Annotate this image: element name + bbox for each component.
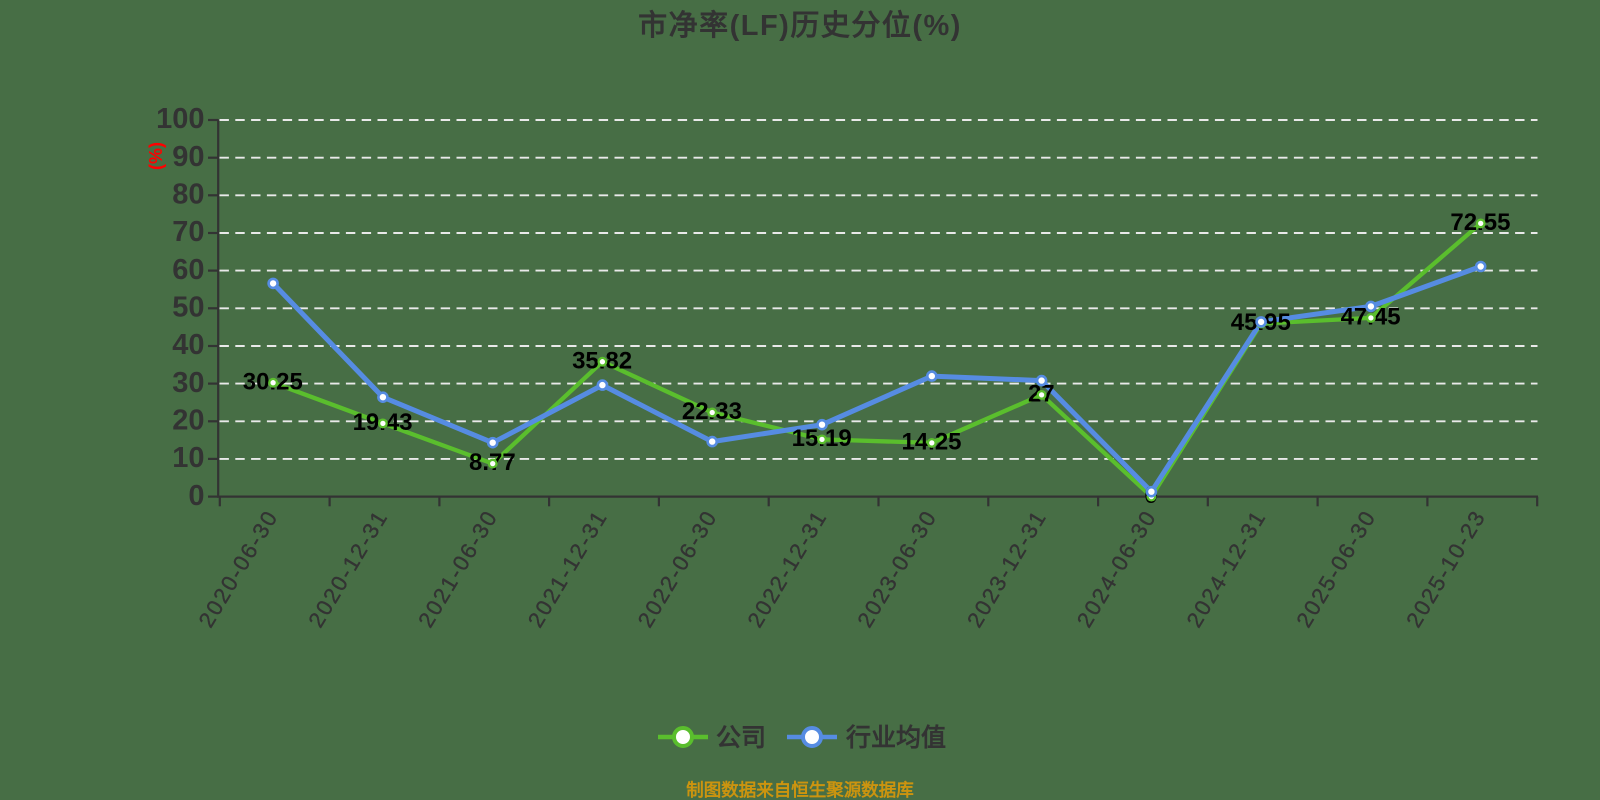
svg-text:公司: 公司 bbox=[716, 724, 766, 752]
svg-text:40: 40 bbox=[172, 329, 204, 361]
svg-text:60: 60 bbox=[172, 254, 204, 286]
svg-text:10: 10 bbox=[172, 442, 204, 474]
svg-text:(%): (%) bbox=[146, 142, 166, 170]
svg-text:90: 90 bbox=[172, 141, 204, 173]
svg-text:0: 0 bbox=[188, 480, 204, 512]
svg-text:市净率(LF)历史分位(%): 市净率(LF)历史分位(%) bbox=[638, 8, 962, 42]
svg-text:80: 80 bbox=[172, 179, 204, 211]
svg-text:行业均值: 行业均值 bbox=[845, 724, 946, 752]
svg-text:70: 70 bbox=[172, 216, 204, 248]
svg-text:20: 20 bbox=[172, 405, 204, 437]
svg-text:制图数据来自恒生聚源数据库: 制图数据来自恒生聚源数据库 bbox=[686, 780, 914, 800]
svg-text:100: 100 bbox=[156, 103, 204, 135]
svg-text:30: 30 bbox=[172, 367, 204, 399]
svg-text:50: 50 bbox=[172, 292, 204, 324]
